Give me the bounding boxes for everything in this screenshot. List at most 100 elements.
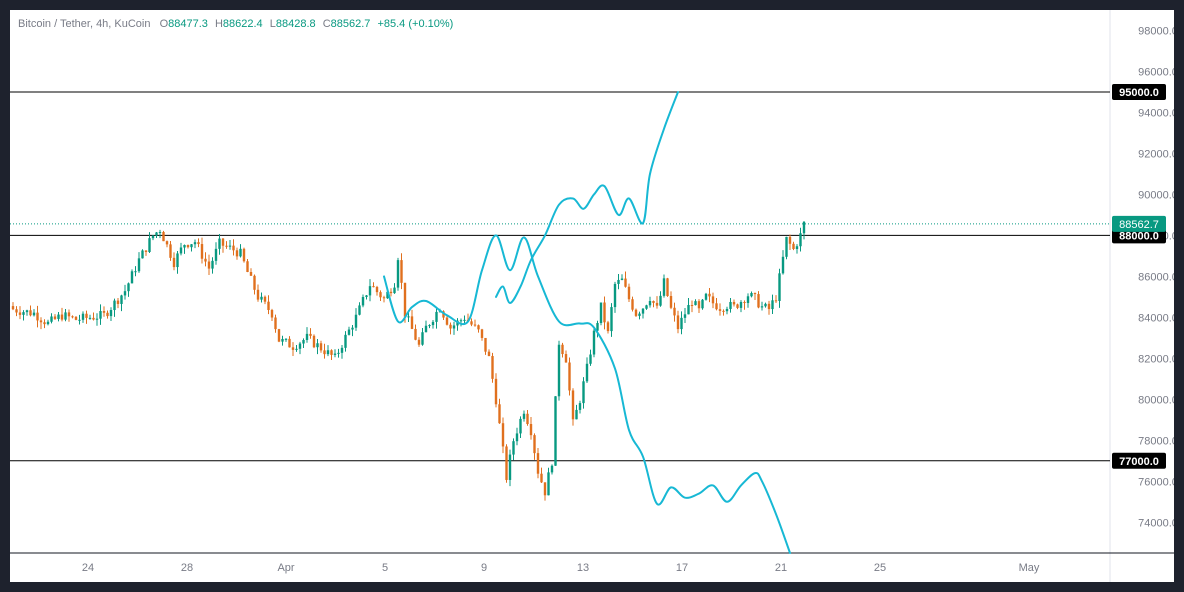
- candle-body: [50, 316, 53, 322]
- y-tick-label: 92000.0: [1138, 148, 1174, 160]
- candle-body: [708, 293, 711, 297]
- y-tick-label: 80000.0: [1138, 394, 1174, 406]
- candle-body: [151, 235, 155, 239]
- candle-body: [379, 292, 382, 298]
- bearish-projection-path: [383, 234, 791, 554]
- candle-body: [410, 316, 414, 329]
- legend-open-value: 88477.3: [168, 18, 208, 30]
- candle-body: [571, 390, 575, 420]
- candle-body: [197, 242, 200, 245]
- candle-body: [550, 465, 554, 473]
- candle-body: [169, 244, 172, 258]
- candle-body: [29, 310, 32, 316]
- candle-body: [71, 316, 74, 318]
- candle-body: [127, 283, 130, 292]
- candle-body: [274, 317, 277, 330]
- x-tick-label: 21: [775, 562, 787, 574]
- candle-body: [575, 409, 578, 420]
- candle-body: [750, 293, 753, 297]
- candle-body: [417, 339, 421, 345]
- candle-body: [344, 334, 347, 348]
- candle-body: [652, 301, 655, 303]
- candle-body: [36, 312, 39, 321]
- candle-body: [722, 310, 725, 312]
- candle-body: [155, 232, 158, 236]
- candle-body: [389, 291, 393, 294]
- legend-close-label: C: [322, 18, 331, 30]
- candle-body: [501, 423, 505, 447]
- candle-body: [64, 312, 67, 320]
- candle-body: [648, 301, 652, 306]
- candle-body: [449, 324, 452, 329]
- candle-body: [358, 305, 361, 315]
- candle-body: [291, 347, 295, 350]
- candle-body: [697, 301, 701, 309]
- candle-body: [123, 291, 127, 296]
- candle-body: [659, 295, 662, 306]
- candle-body: [67, 312, 71, 317]
- candle-body: [211, 260, 214, 269]
- x-tick-label: 24: [82, 562, 94, 574]
- candle-body: [610, 307, 613, 332]
- y-tick-label: 98000.0: [1138, 25, 1174, 37]
- candle-body: [585, 363, 589, 382]
- candle-body: [92, 317, 95, 320]
- candle-body: [498, 404, 501, 424]
- candle-body: [424, 325, 428, 333]
- legend-change: +85.4 (+0.10%): [377, 18, 454, 30]
- candle-body: [662, 278, 666, 296]
- candle-body: [116, 300, 120, 304]
- candle-body: [785, 236, 788, 257]
- candle-body: [606, 322, 610, 332]
- candle-body: [680, 317, 683, 330]
- candle-body: [687, 305, 690, 315]
- candle-body: [547, 472, 550, 496]
- candle-body: [326, 350, 330, 355]
- candle-body: [473, 324, 477, 326]
- candle-body: [288, 338, 291, 348]
- candle-body: [57, 314, 60, 319]
- candle-body: [393, 287, 396, 294]
- x-tick-label: Apr: [277, 562, 294, 574]
- price-chart[interactable]: 74000.0 76000.0 78000.0 80000.0 82000.0 84000…: [10, 10, 1174, 582]
- candle-body: [302, 339, 305, 344]
- legend-open-label: O: [159, 18, 169, 30]
- candle-body: [337, 352, 340, 354]
- candle-body: [162, 232, 165, 242]
- candle-body: [718, 309, 722, 311]
- candle-body: [480, 329, 484, 338]
- candle-body: [655, 302, 659, 306]
- candle-body: [176, 253, 179, 268]
- candle-body: [225, 245, 228, 247]
- candle-body: [491, 356, 494, 379]
- candle-body: [582, 381, 585, 404]
- y-tick-label: 90000.0: [1138, 189, 1174, 201]
- candle-body: [85, 313, 88, 318]
- candle-body: [228, 245, 232, 247]
- candle-body: [634, 309, 638, 316]
- candle-body: [183, 245, 186, 248]
- candle-body: [99, 311, 102, 319]
- candle-body: [470, 321, 473, 325]
- candle-body: [207, 261, 211, 269]
- candle-body: [158, 232, 162, 234]
- candle-body: [694, 301, 697, 306]
- candle-body: [109, 310, 113, 317]
- candle-body: [431, 321, 435, 326]
- candle-body: [438, 311, 442, 313]
- candle-body: [95, 318, 99, 320]
- candle-body: [666, 278, 669, 297]
- candle-body: [267, 301, 270, 311]
- candle-body: [312, 335, 316, 348]
- candle-body: [144, 250, 148, 252]
- candle-body: [760, 306, 764, 308]
- x-tick-label: 5: [382, 562, 388, 574]
- candle-body: [445, 317, 449, 325]
- candle-body: [218, 238, 221, 249]
- candle-body: [15, 309, 18, 313]
- x-tick-label: 28: [181, 562, 193, 574]
- candle-body: [39, 320, 43, 323]
- candle-body: [736, 304, 739, 308]
- candle-body: [428, 325, 431, 327]
- legend-close-value: 88562.7: [330, 18, 371, 30]
